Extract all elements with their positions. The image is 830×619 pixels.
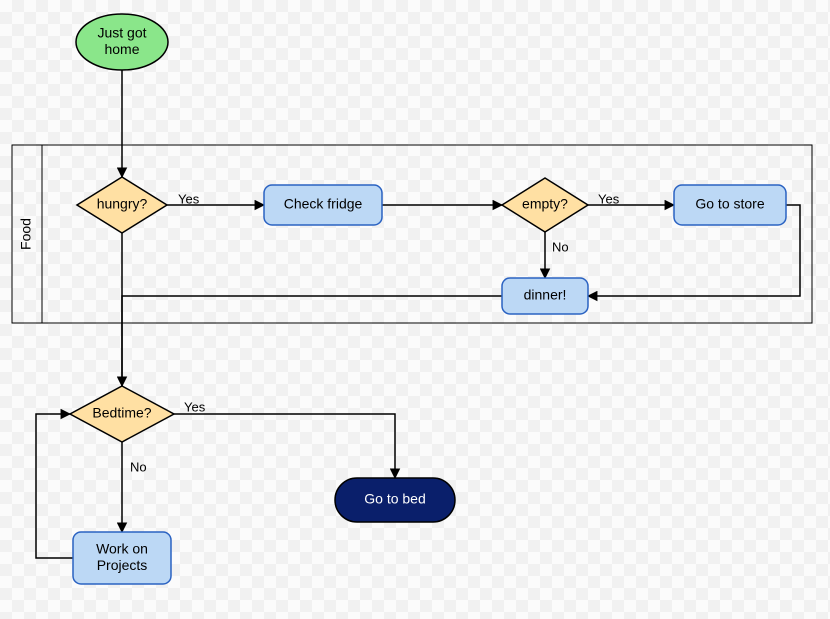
- node-start: Just gothome: [76, 14, 168, 70]
- svg-text:Go to store: Go to store: [695, 196, 764, 212]
- svg-text:home: home: [104, 41, 139, 57]
- svg-text:Work on: Work on: [96, 541, 148, 557]
- svg-text:Go to bed: Go to bed: [364, 491, 426, 507]
- edge-label-e_empty_store: Yes: [598, 191, 620, 206]
- node-empty: empty?: [502, 178, 588, 232]
- svg-text:hungry?: hungry?: [97, 196, 148, 212]
- edge-label-e_bed_yes: Yes: [184, 399, 206, 414]
- svg-text:Check fridge: Check fridge: [284, 196, 363, 212]
- node-go_store: Go to store: [674, 185, 786, 225]
- edge-e_work_loop: [36, 414, 73, 558]
- svg-text:Just got: Just got: [97, 25, 146, 41]
- edge-label-e_empty_dinner: No: [552, 239, 569, 254]
- node-hungry: hungry?: [77, 177, 167, 233]
- edge-e_dinner_down: [122, 296, 502, 386]
- node-dinner: dinner!: [502, 278, 588, 314]
- node-work: Work onProjects: [73, 532, 171, 584]
- node-go_bed: Go to bed: [335, 478, 455, 522]
- swimlane-label: Food: [18, 218, 34, 250]
- edge-label-e_hungry_check: Yes: [178, 191, 200, 206]
- svg-text:Bedtime?: Bedtime?: [92, 405, 151, 421]
- svg-text:empty?: empty?: [522, 196, 568, 212]
- edge-label-e_bed_no: No: [130, 459, 147, 474]
- svg-text:Projects: Projects: [97, 557, 148, 573]
- svg-text:dinner!: dinner!: [524, 287, 567, 303]
- edge-e_bed_yes: [174, 414, 395, 478]
- node-check_fridge: Check fridge: [264, 185, 382, 225]
- node-bedtime: Bedtime?: [70, 386, 174, 442]
